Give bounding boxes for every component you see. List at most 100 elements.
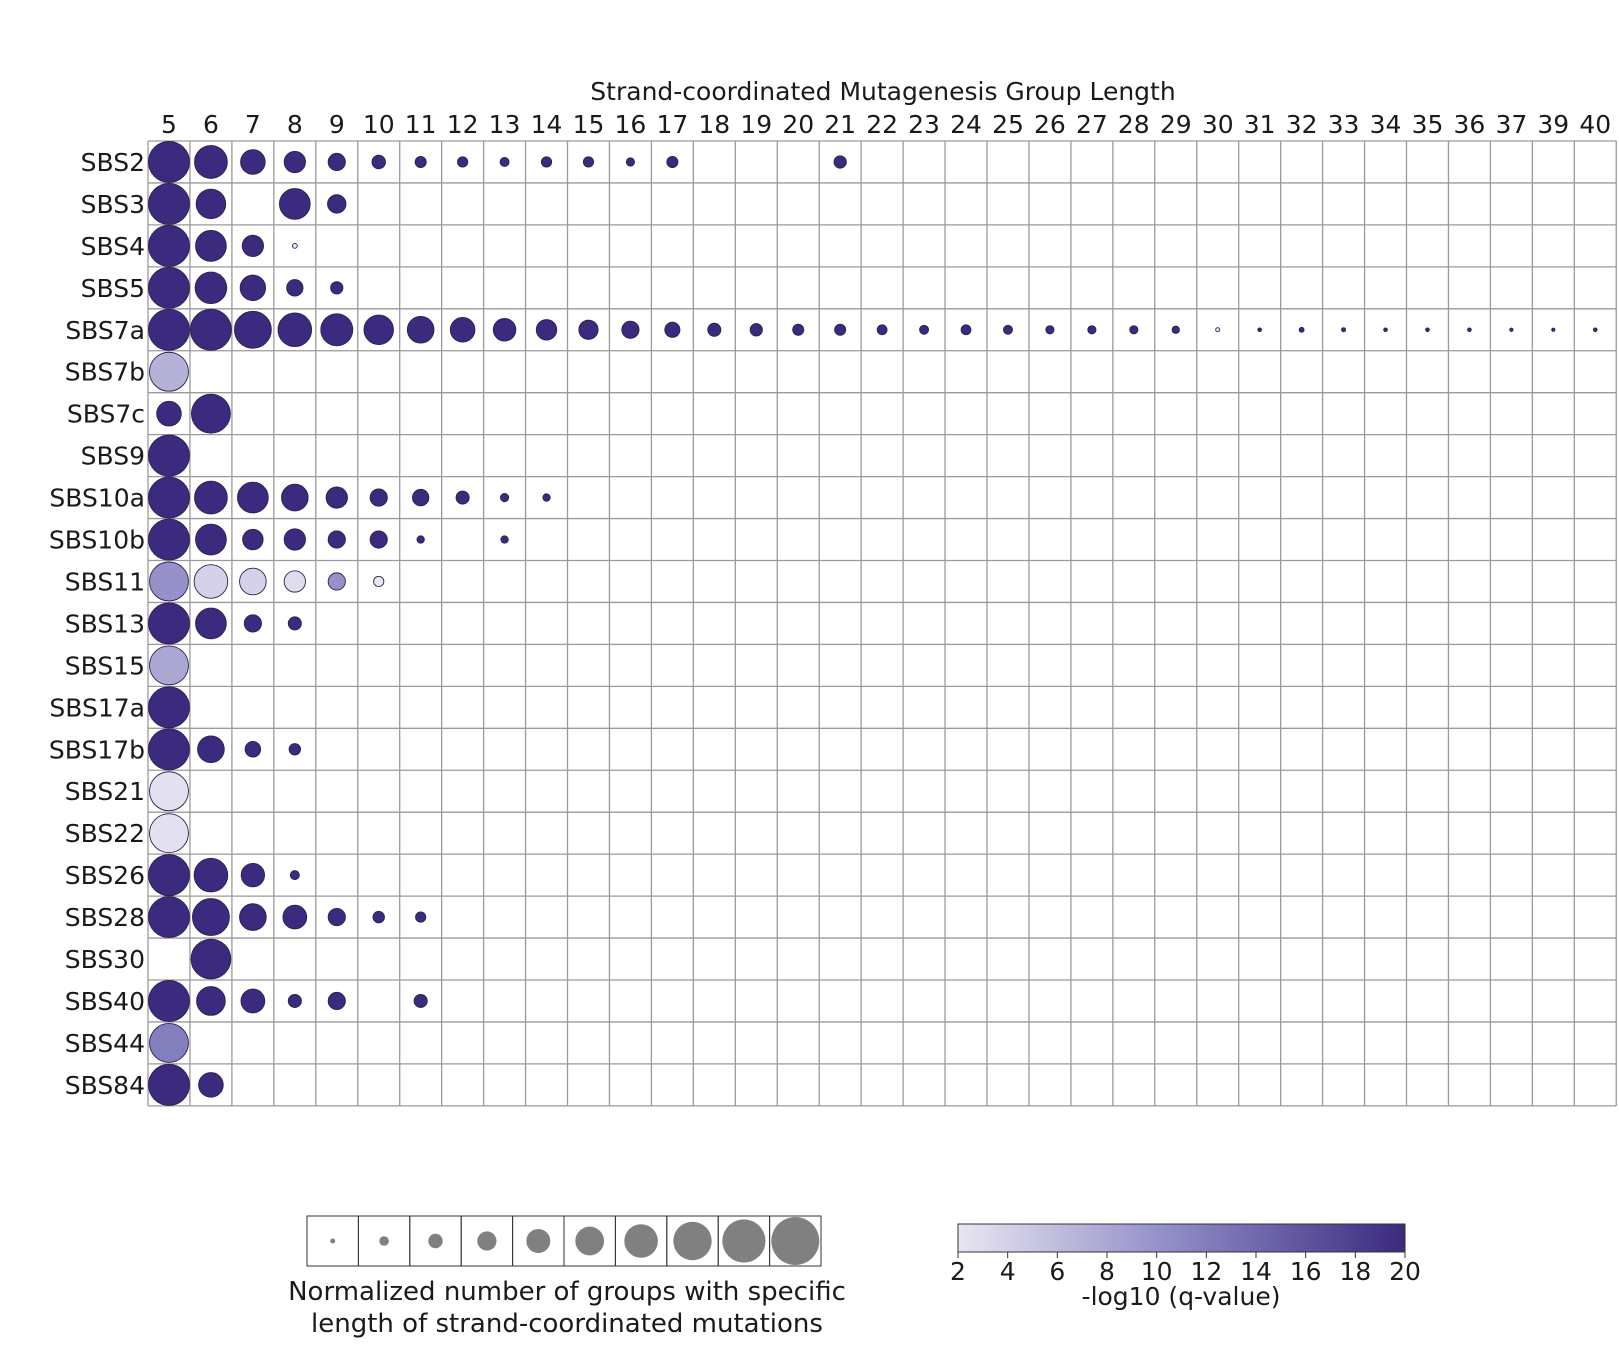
x-tick-label: 19 — [740, 110, 772, 139]
y-tick-label: SBS21 — [65, 777, 145, 806]
bubble-point — [372, 910, 385, 924]
x-tick-label: 33 — [1328, 110, 1360, 139]
y-tick-label: SBS9 — [81, 442, 145, 471]
colorbar-tick-label: 8 — [1099, 1257, 1115, 1286]
bubble-point — [876, 324, 888, 336]
bubble-point — [149, 1023, 189, 1063]
bubble-point — [535, 319, 558, 341]
bubble-point — [1383, 327, 1388, 333]
bubble-point — [1298, 326, 1305, 333]
size-legend-circle — [526, 1229, 551, 1253]
bubble-point — [834, 323, 847, 336]
x-tick-label: 8 — [287, 110, 303, 139]
x-tick-label: 13 — [489, 110, 521, 139]
bubble-point — [320, 313, 354, 347]
bubble-point — [283, 528, 306, 551]
bubble-point — [242, 528, 264, 551]
bubble-point — [1087, 325, 1097, 335]
size-legend-circle — [575, 1226, 605, 1256]
x-tick-label: 15 — [573, 110, 605, 139]
bubble-point — [369, 488, 388, 507]
size-legend-circle — [771, 1217, 820, 1265]
bubble-point — [1509, 327, 1514, 332]
y-tick-labels: SBS2 SBS3 SBS4 SBS5 SBS7a SBS7b SBS7c SBS9 SBS10… — [49, 148, 145, 1100]
colorbar-tick-label: 14 — [1240, 1257, 1272, 1286]
bubble-point — [195, 607, 227, 640]
x-tick-label: 35 — [1412, 110, 1444, 139]
y-tick-label: SBS44 — [65, 1029, 145, 1058]
bubble-point — [500, 535, 509, 544]
size-legend-circle — [722, 1219, 766, 1263]
x-tick-label: 40 — [1579, 110, 1611, 139]
x-tick-label: 16 — [615, 110, 647, 139]
bubble-point — [582, 156, 595, 168]
bubble-point — [416, 535, 425, 544]
bubble-point — [1467, 327, 1472, 333]
bubble-point — [192, 898, 230, 936]
bubble-point — [373, 575, 385, 588]
size-legend-circle — [428, 1233, 443, 1249]
bubble-point — [193, 564, 229, 599]
x-tick-label: 18 — [698, 110, 730, 139]
bubble-point — [189, 308, 232, 351]
bubble-point — [621, 320, 640, 339]
bubble-point — [195, 188, 227, 220]
bubble-point — [500, 493, 510, 503]
size-legend-circle — [477, 1231, 497, 1251]
colorbar-label: -log10 (q-value) — [1082, 1282, 1281, 1311]
bubble-point — [960, 324, 972, 336]
bubble-point — [287, 993, 302, 1008]
x-tick-label: 23 — [908, 110, 940, 139]
bubble-point — [625, 157, 635, 167]
bubble-point — [286, 279, 304, 297]
bubble-point — [288, 743, 302, 756]
x-tick-label: 27 — [1076, 110, 1108, 139]
bubble-point — [1215, 327, 1221, 333]
bubble-point — [282, 904, 308, 930]
colorbar-tick-label: 10 — [1141, 1257, 1173, 1286]
bubble-point — [325, 486, 348, 509]
colorbar-tick-label: 16 — [1290, 1257, 1322, 1286]
bubble-point — [449, 317, 476, 343]
y-tick-label: SBS10b — [49, 526, 145, 555]
bubble-point — [327, 530, 346, 549]
colorbar-tick-label: 18 — [1339, 1257, 1371, 1286]
bubble-point — [412, 488, 430, 507]
x-tick-label: 12 — [447, 110, 479, 139]
x-tick-label: 17 — [656, 110, 688, 139]
bubble-point — [406, 315, 435, 344]
bubble-point — [664, 321, 681, 338]
bubble-point — [149, 561, 189, 602]
bubble-point — [283, 570, 306, 593]
y-tick-label: SBS4 — [81, 232, 145, 261]
bubble-point — [291, 242, 298, 249]
bubble-point — [457, 156, 469, 168]
bubble-point — [148, 476, 190, 519]
bubble-point — [148, 224, 190, 267]
bubble-point — [707, 322, 722, 337]
bubble-point — [1129, 325, 1139, 335]
x-tick-labels: 5 6 7 8 9 10 11 12 13 14 15 16 17 18 19 20 21 22 23 24 25 26 2… — [161, 110, 1611, 139]
bubble-point — [233, 310, 272, 349]
grid — [147, 140, 1617, 1107]
bubble-point — [919, 324, 930, 335]
y-tick-label: SBS13 — [65, 609, 145, 638]
y-tick-label: SBS7c — [67, 400, 145, 429]
colorbar-ticks: 2 4 6 8 10 12 14 16 18 20 — [950, 1252, 1421, 1286]
x-tick-label: 39 — [1537, 110, 1569, 139]
size-legend — [306, 1215, 822, 1267]
bubble-point — [149, 645, 189, 686]
bubble-point — [156, 400, 182, 427]
size-legend-circle — [330, 1238, 336, 1244]
y-tick-label: SBS3 — [81, 190, 145, 219]
bubble-point — [327, 991, 346, 1011]
bubble-point — [148, 266, 190, 309]
y-tick-label: SBS17b — [49, 735, 145, 764]
colorbar-tick-label: 4 — [1000, 1257, 1016, 1286]
bubble-point — [148, 308, 190, 351]
y-tick-label: SBS22 — [65, 819, 145, 848]
bubble-point — [371, 154, 386, 170]
bubble-point — [330, 281, 344, 295]
y-tick-label: SBS84 — [65, 1071, 145, 1100]
colorbar-tick-label: 12 — [1190, 1257, 1222, 1286]
